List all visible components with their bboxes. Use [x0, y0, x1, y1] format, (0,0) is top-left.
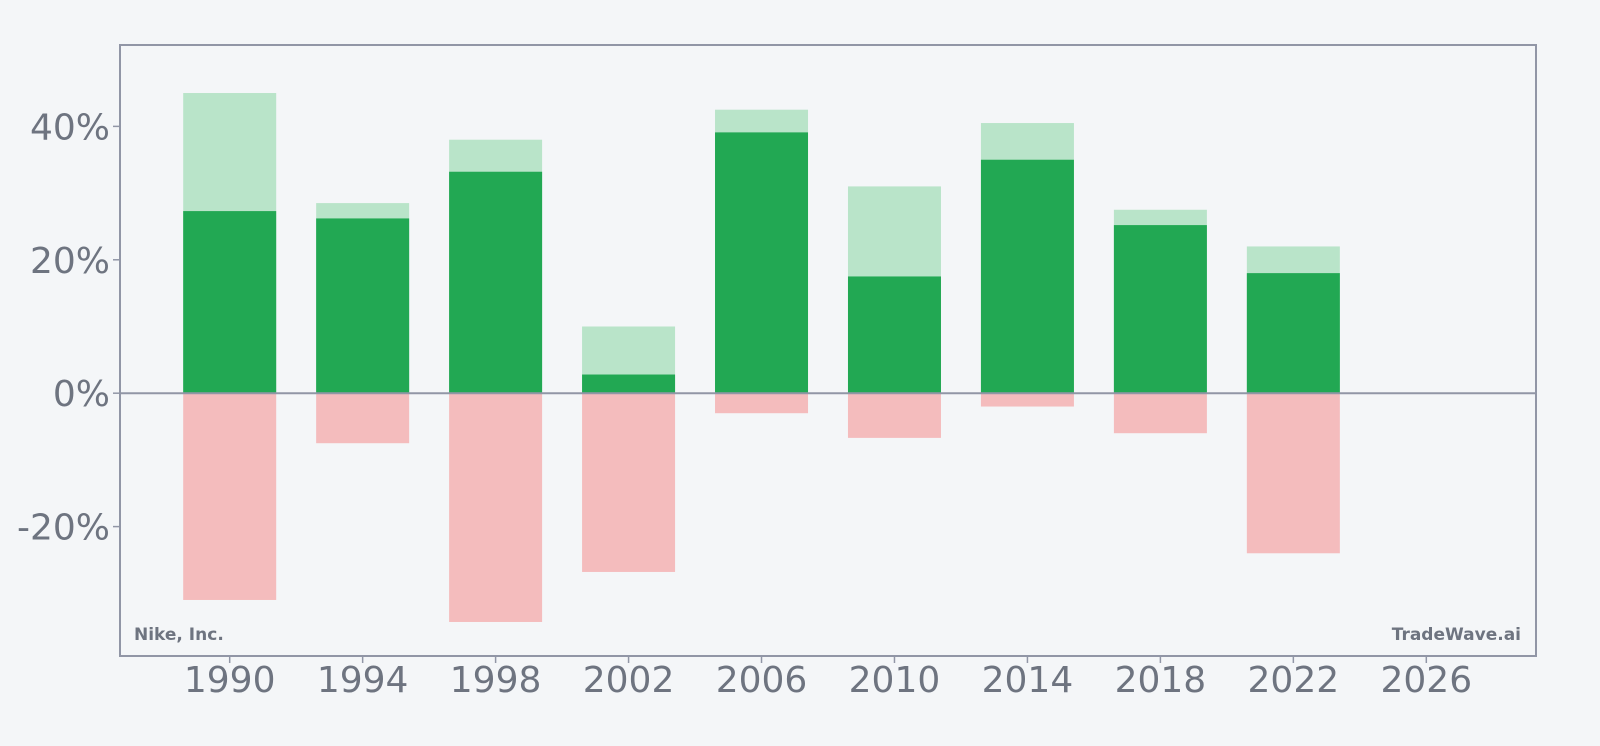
- bar-low-1990: [183, 393, 277, 600]
- x-tick-label: 2026: [1380, 660, 1472, 701]
- x-tick-label: 1998: [450, 660, 542, 701]
- bar-low-1994: [316, 393, 410, 444]
- x-tick-label: 2018: [1115, 660, 1207, 701]
- bar-low-1998: [449, 393, 543, 622]
- x-axis: 1990 1994 1998 2002 2006 2010 2014 2018 2022 2026: [184, 656, 1472, 701]
- bar-close-1998: [449, 171, 543, 394]
- bar-close-1990: [183, 211, 277, 394]
- bar-close-2002: [582, 374, 676, 394]
- y-tick-label: 20%: [30, 241, 110, 282]
- y-tick-label: -20%: [17, 508, 110, 549]
- watermark-brand: TradeWave.ai: [1392, 625, 1521, 645]
- bar-low-2006: [715, 393, 809, 414]
- bar-close-2010: [847, 276, 941, 394]
- x-tick-label: 2002: [583, 660, 675, 701]
- y-tick-label: 0%: [53, 374, 110, 415]
- plot-frame: [119, 44, 1537, 657]
- x-tick-label: 2014: [982, 660, 1074, 701]
- x-tick-label: 2010: [849, 660, 941, 701]
- bar-close-2018: [1113, 225, 1207, 394]
- bar-low-2022: [1246, 393, 1340, 554]
- bar-low-2014: [980, 393, 1074, 407]
- bar-low-2018: [1113, 393, 1207, 434]
- x-tick-label: 2022: [1248, 660, 1340, 701]
- y-tick-label: 40%: [30, 107, 110, 148]
- x-tick-label: 1990: [184, 660, 276, 701]
- x-tick-label: 2006: [716, 660, 808, 701]
- y-axis: 40% 20% 0% -20%: [17, 107, 120, 549]
- bar-close-1994: [316, 218, 410, 394]
- bar-close-2022: [1246, 273, 1340, 394]
- bars-layer: [183, 93, 1340, 622]
- bar-close-2006: [715, 132, 809, 394]
- x-tick-label: 1994: [317, 660, 409, 701]
- bar-low-2010: [847, 393, 941, 438]
- watermark-company: Nike, Inc.: [134, 625, 224, 645]
- bar-close-2014: [980, 159, 1074, 394]
- bar-low-2002: [582, 393, 676, 572]
